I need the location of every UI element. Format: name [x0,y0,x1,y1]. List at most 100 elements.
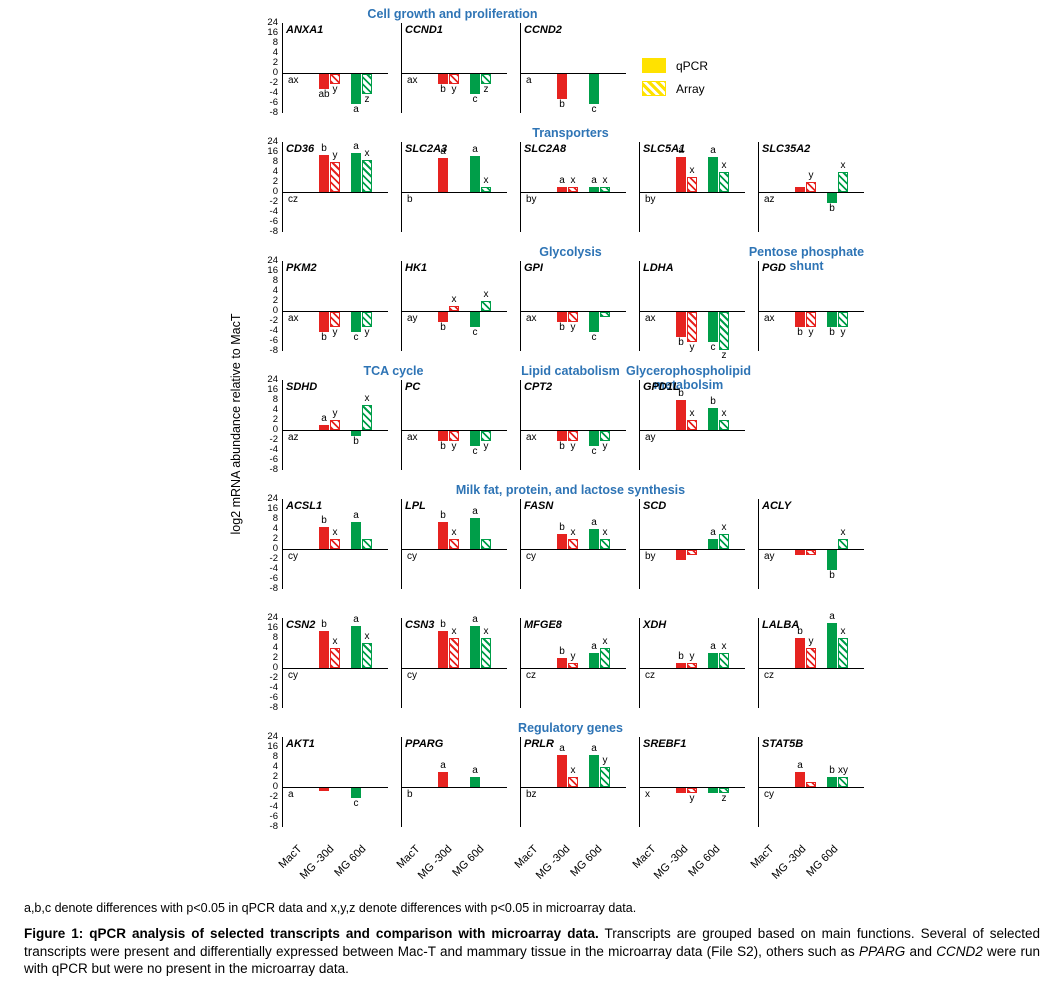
chart-row: TCA cycle Lipid catabolism Glycerophosphol… [258,364,1064,474]
gene-panel-XDH: XDH cz b y a x [639,618,745,708]
zero-line [759,787,864,788]
mact-letter-label: az [764,194,775,205]
significance-letter: x [840,626,846,637]
row-body: 24 16 8 4 2 0 -2 -4 -6 -8 CSN2 cy b x a x CSN3 cy b x a x MFGE… [258,611,1064,713]
significance-letter: a [710,527,716,538]
mact-letter-label: bz [526,789,537,800]
group-title: Pentose phosphate shunt [748,245,865,273]
significance-letter: b [321,618,327,630]
significance-letter: x [602,175,608,186]
bar-a30 [687,177,697,192]
y-tick-label: 2 [272,533,278,544]
legend-item-array: Array [642,81,708,96]
zero-line [521,430,626,431]
caption-segment: PPARG [859,943,906,959]
bar-q60 [351,431,361,436]
bar-q60 [589,74,599,104]
zero-line [283,668,388,669]
bar-q30 [676,157,686,192]
mact-letter-label: ay [645,432,656,443]
significance-letter: x [721,408,727,419]
zero-line [283,549,388,550]
zero-line [759,311,864,312]
gene-panel-PRLR: PRLR bz a x a y [520,737,626,827]
bar-q60 [351,153,361,192]
gene-name: XDH [643,619,667,631]
mact-letter-label: a [526,75,532,86]
y-tick-label: -2 [269,434,278,445]
y-tick-label: -2 [269,672,278,683]
gene-name: CPT2 [524,381,553,393]
group-title: TCA cycle [363,364,424,378]
bar-a30 [568,539,578,549]
bar-a30 [687,420,697,430]
mact-letter-label: by [645,194,656,205]
mact-letter-label: ax [764,313,775,324]
significance-letter: b [797,626,803,637]
group-title: Cell growth and proliferation [367,7,538,21]
gene-panel-ACSL1: ACSL1 cy b x a [282,499,388,589]
significance-letter: a [472,613,478,625]
significance-letter: b [353,436,359,447]
caption-segment: and [905,943,937,959]
y-tick-label: -4 [269,325,278,336]
y-tick-label: 8 [272,751,278,762]
bar-q60 [827,312,837,327]
y-tick-label: 24 [267,136,278,147]
bar-a30 [568,431,578,441]
significance-letter: b [710,395,716,407]
significance-letter: c [353,332,359,343]
significance-letter: z [721,349,727,361]
bar-a30 [806,550,816,555]
bar-a60 [481,431,491,441]
bar-a60 [481,539,491,549]
gene-panel-SLC5A1: SLC5A1 by a x a x [639,142,745,232]
significance-letter: a [591,641,597,652]
significance-letter: a [591,175,597,186]
bar-a60 [719,653,729,668]
zero-line [640,192,745,193]
y-tick-label: 2 [272,295,278,306]
zero-line [521,787,626,788]
y-tick-label: -6 [269,97,278,108]
bar-q60 [827,193,837,203]
bar-q30 [438,158,448,192]
bar-q30 [557,431,567,441]
zero-line [402,311,507,312]
y-tick-label: -2 [269,77,278,88]
significance-letter: y [689,651,695,662]
bar-a30 [806,312,816,327]
mact-letter-label: ax [288,313,299,324]
bar-a60 [600,648,610,668]
y-tick-label: 0 [272,424,278,435]
bar-a60 [719,172,729,192]
zero-line [402,549,507,550]
significance-letter: x [689,408,695,419]
legend: qPCR Array [642,58,708,104]
y-tick-label: 8 [272,275,278,286]
y-tick-label: 0 [272,186,278,197]
bar-q60 [589,653,599,668]
gene-panel-SCD: SCD by a x [639,499,745,589]
y-tick-label: -2 [269,791,278,802]
bar-q30 [795,312,805,327]
chart-row: 24 16 8 4 2 0 -2 -4 -6 -8 CSN2 cy b x a x CSN3 cy b x a x MFGE… [258,603,1064,713]
y-tick-label: 0 [272,67,278,78]
y-tick-label: 4 [272,761,278,772]
gene-name: LALBA [762,619,800,631]
gene-name: SREBF1 [643,738,687,750]
bar-q60 [470,312,480,327]
significance-letter: a [710,641,716,652]
y-axis-ticks: 24 16 8 4 2 0 -2 -4 -6 -8 [258,137,282,237]
bar-q30 [438,630,448,668]
bar-a60 [362,539,372,549]
significance-letter: a [440,146,446,158]
bar-q30 [676,312,686,337]
bar-q60 [351,788,361,798]
significance-letter: a [559,175,565,186]
gene-name: AKT1 [286,738,315,750]
y-axis-ticks: 24 16 8 4 2 0 -2 -4 -6 -8 [258,732,282,832]
significance-letter: y [808,327,814,338]
y-tick-label: 16 [267,741,278,752]
